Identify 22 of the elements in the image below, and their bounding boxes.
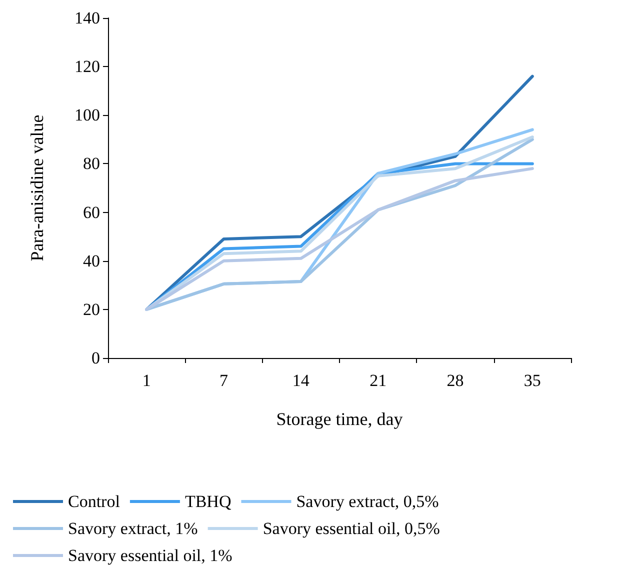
legend-label: Savory essential oil, 1%: [68, 546, 232, 565]
x-tick-label: 21: [370, 371, 387, 390]
y-tick-label: 0: [92, 348, 100, 368]
legend-label: Savory extract, 0,5%: [296, 492, 439, 511]
y-tick-label: 60: [83, 202, 100, 222]
x-tick-label: 35: [524, 371, 541, 390]
y-tick-label: 20: [83, 300, 100, 319]
y-tick-label: 80: [83, 154, 100, 174]
y-tick-label: 120: [74, 57, 100, 76]
y-tick-label: 100: [74, 106, 100, 125]
legend-label: Control: [68, 492, 120, 511]
x-tick-label: 7: [220, 371, 228, 390]
legend-label: Savory essential oil, 0,5%: [262, 519, 440, 538]
x-axis-title: Storage time, day: [276, 409, 403, 429]
legend-label: Savory extract, 1%: [68, 519, 198, 538]
x-tick-label: 14: [292, 371, 310, 390]
y-axis-title: Para-anisidine value: [27, 114, 47, 262]
y-tick-label: 140: [74, 8, 100, 28]
x-tick-label: 28: [446, 371, 464, 390]
y-tick-label: 40: [83, 251, 100, 270]
x-tick-label: 1: [142, 371, 151, 390]
legend-label: TBHQ: [184, 492, 232, 511]
